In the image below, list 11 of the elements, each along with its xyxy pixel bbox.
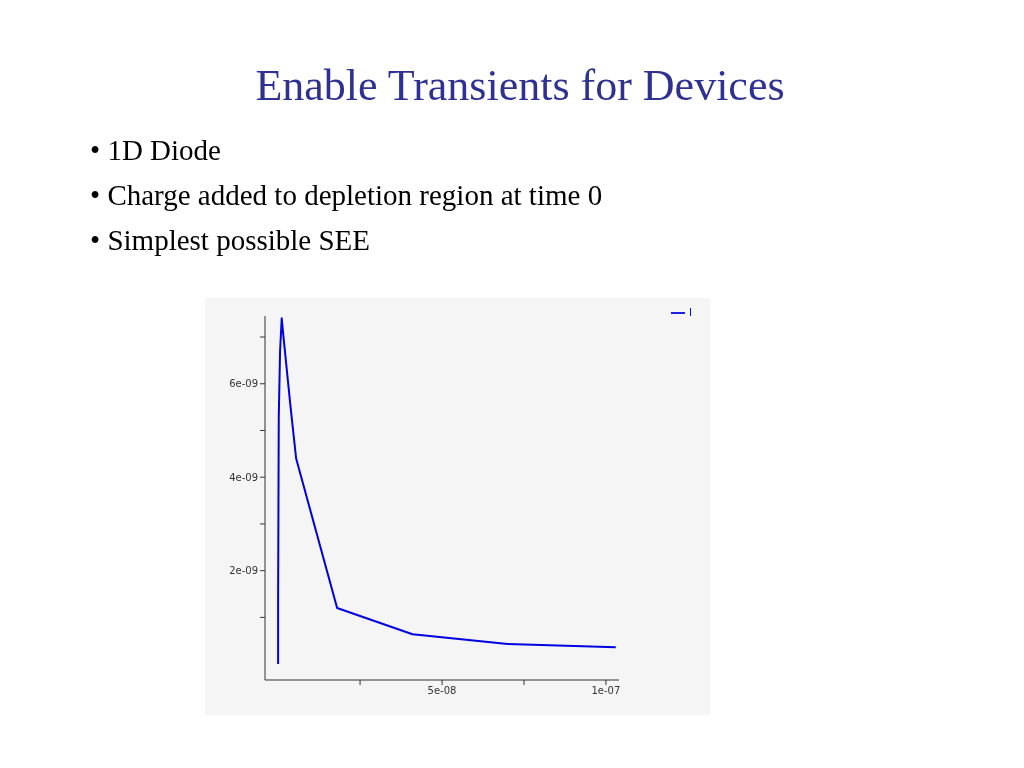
line-series — [277, 317, 617, 666]
y-tick-label: 2e-09 — [229, 565, 258, 577]
text: • Charge added to depletion region at time 0 — [90, 178, 603, 213]
text: • 1D Diode — [90, 133, 222, 168]
chart-title: Enable Transients for Devices — [254, 60, 786, 111]
text: • Simplest possible SEE — [90, 223, 372, 258]
y-tick-label: 6e-09 — [229, 378, 258, 390]
x-tick-label: 5e-08 — [427, 685, 457, 697]
y-tick-label: 4e-09 — [229, 471, 258, 483]
legend-label: I — [689, 307, 692, 318]
x-tick-label: 1e-07 — [591, 685, 621, 697]
